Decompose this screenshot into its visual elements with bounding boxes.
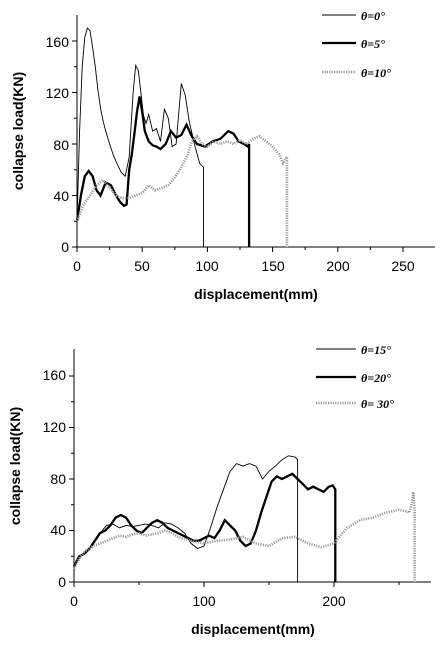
chart-bottom: 0 40 80 120 160 0 100 200 displacement(m… <box>7 343 431 637</box>
top-x-axis-title: displacement(mm) <box>194 286 318 302</box>
bottom-ytick-label-0: 0 <box>58 574 66 590</box>
bottom-y-axis-title: collapse load(KN) <box>7 407 23 525</box>
top-xtick-label-0: 0 <box>73 258 81 274</box>
bottom-ytick-label-4: 160 <box>43 367 67 383</box>
bottom-ytick-label-3: 120 <box>43 419 67 435</box>
bottom-xtick-label-1: 100 <box>192 593 216 609</box>
top-ytick-label-0: 0 <box>61 239 69 255</box>
top-ytick-label-2: 80 <box>53 137 69 153</box>
top-xtick-label-4: 200 <box>326 258 350 274</box>
top-series-line-theta-0 <box>76 27 205 248</box>
top-legend-label-0: θ=0° <box>361 9 385 23</box>
top-y-axis-title: collapse load(KN) <box>10 72 26 190</box>
bottom-series-line-theta-20 <box>72 472 337 582</box>
top-series-line-theta-10 <box>75 134 289 247</box>
top-legend-label-1: θ=5° <box>361 37 385 51</box>
bottom-axis-ticks <box>69 375 400 587</box>
top-xtick-label-5: 250 <box>391 258 415 274</box>
bottom-ytick-label-1: 40 <box>50 522 66 538</box>
bottom-ytick-label-2: 80 <box>50 471 66 487</box>
bottom-legend-label-2: θ= 30° <box>361 397 394 411</box>
bottom-series-group <box>72 455 416 583</box>
top-series-group <box>75 27 289 248</box>
bottom-series-line-theta-15 <box>73 455 299 583</box>
top-ytick-label-3: 120 <box>46 85 70 101</box>
top-xtick-label-2: 100 <box>195 258 219 274</box>
top-ytick-label-1: 40 <box>53 188 69 204</box>
bottom-legend: θ=15° θ=20° θ= 30° <box>316 343 394 411</box>
bottom-legend-label-1: θ=20° <box>361 371 391 385</box>
bottom-xtick-label-0: 0 <box>70 593 78 609</box>
bottom-legend-label-0: θ=15° <box>361 343 391 357</box>
bottom-x-axis-title: displacement(mm) <box>191 621 315 637</box>
top-legend-label-2: θ=10° <box>361 66 391 80</box>
top-ytick-label-4: 160 <box>46 34 70 50</box>
top-axis-ticks <box>72 40 404 252</box>
top-xtick-label-1: 50 <box>134 258 150 274</box>
top-legend: θ=0° θ=5° θ=10° <box>322 9 391 80</box>
bottom-series-line-theta-30 <box>72 491 416 582</box>
top-series-line-theta-5 <box>75 96 251 247</box>
chart-top: 0 40 80 120 160 0 50 100 150 200 250 dis… <box>10 9 435 302</box>
bottom-xtick-label-2: 200 <box>322 593 346 609</box>
top-xtick-label-3: 150 <box>261 258 285 274</box>
